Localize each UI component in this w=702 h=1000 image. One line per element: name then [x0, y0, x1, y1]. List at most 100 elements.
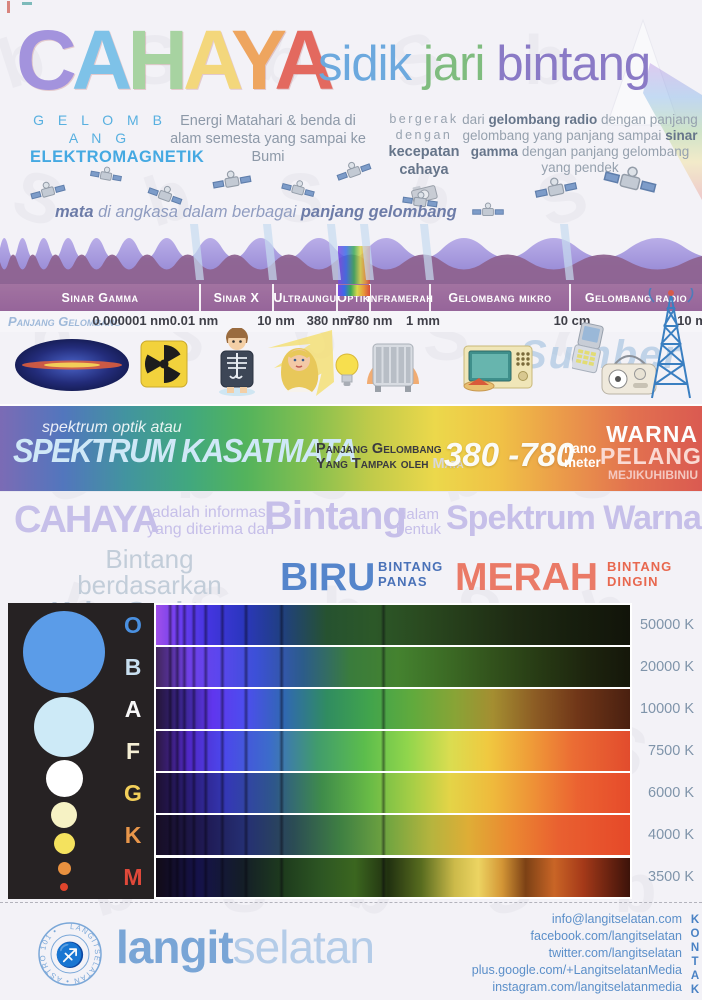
contact-list: info@langitselatan.com facebook.com/langi…	[360, 911, 682, 996]
dingin-line2: DINGIN	[607, 573, 659, 589]
warna-line1: WARNA	[606, 421, 698, 447]
radio-tower-icon	[648, 288, 694, 399]
word-bintang: Bintang	[264, 494, 407, 538]
range-seg: dari	[462, 112, 489, 127]
satellite-icon	[336, 161, 372, 181]
label-biru: BIRU	[280, 556, 376, 599]
em-band-tick	[199, 284, 201, 311]
word-cahaya: CAHAYA	[14, 499, 160, 541]
eyes-bold: panjang gelombang	[300, 203, 457, 221]
title-letter: H	[127, 13, 188, 107]
brand-bold: langit	[116, 921, 234, 973]
spectra-strips	[154, 603, 632, 899]
class-letter-F: F	[125, 738, 141, 764]
satellite-icon	[147, 185, 183, 205]
contact-link[interactable]: facebook.com/langitselatan	[530, 929, 682, 943]
intro-range-text: dari gelombang radio dengan panjang gelo…	[460, 112, 700, 176]
panas-line2: PANAS	[378, 573, 428, 589]
intro-em-line2: ELEKTROMAGNETIK	[30, 148, 205, 166]
em-band-tick	[429, 284, 431, 311]
desc-line2a: Yang Tampak oleh	[316, 455, 433, 472]
connector2-line2: bentuk	[396, 521, 442, 538]
spectrum-strip-F	[156, 731, 630, 771]
contact-link[interactable]: info@langitselatan.com	[551, 912, 682, 926]
em-band-segment-sinar-gamma: Sinar Gamma	[61, 290, 139, 305]
wavelength-row-label: Panjang Gelombang	[8, 314, 121, 329]
class-letter-K: K	[124, 822, 142, 849]
temperature-label-M: 3500 K	[648, 869, 694, 886]
label-bintang-panas: BINTANG PANAS	[378, 559, 443, 590]
class-letter-A: A	[124, 695, 142, 722]
spectrum-strip-K	[156, 815, 630, 855]
satellite-icon	[30, 181, 66, 200]
wave-divider-plane	[190, 224, 204, 280]
temperature-label-G: 6000 K	[648, 784, 694, 801]
em-band-tick	[272, 284, 274, 311]
spectrum-strip-G	[156, 773, 630, 813]
wave-divider-plane	[360, 224, 374, 280]
wavelength-value: 0.000001 nm	[92, 313, 170, 328]
subtitle-word: jari	[423, 37, 485, 91]
wavelength-row	[0, 311, 702, 332]
crop-mark	[7, 1, 10, 13]
title-letter: A	[183, 13, 236, 107]
unit-line2: meter	[564, 455, 601, 471]
brand-light: selatan	[232, 921, 375, 973]
class-letter-B: B	[124, 653, 142, 680]
visible-spectrum-title: SPEKTRUM KASATMATA	[13, 432, 358, 469]
word-connector2: dalam bentuk	[396, 507, 441, 537]
star-circle-G	[53, 832, 75, 854]
class-intro-line1: Bintang berdasarkan	[77, 544, 222, 600]
desc-line2b: Mata	[432, 455, 464, 472]
spectrum-strip-A	[156, 689, 630, 729]
range-gamma-bold: sinar gamma	[470, 127, 698, 159]
wavelength-value: 10 cm	[553, 313, 591, 328]
contact-link[interactable]: plus.google.com/+LangitselatanMedia	[471, 963, 682, 977]
contact-link[interactable]: twitter.com/langitselatan	[548, 946, 682, 960]
visible-spectrum-desc: Panjang Gelombang Yang Tampak oleh Mata	[316, 442, 464, 472]
footer-divider	[0, 902, 702, 903]
satellite-icon	[281, 180, 315, 198]
wavelength-value: 10 nm	[257, 313, 295, 328]
spectrum-strip-O	[156, 605, 630, 645]
title-letter: Y	[230, 13, 279, 107]
intro-energy-text: Energi Matahari & benda di alam semesta …	[170, 113, 366, 166]
contact-link[interactable]: instagram.com/langitselatanmedia	[492, 980, 682, 994]
subtitle-word: sidik	[318, 37, 412, 91]
intro-speed: bergerak dengan kecepatan cahaya	[368, 112, 480, 208]
intro-speed-line2: kecepatan cahaya	[388, 144, 460, 179]
intro-em-line1: G E L O M B A N G	[33, 112, 167, 146]
eyes-in-space-caption: mata di angkasa dalam berbagai panjang g…	[55, 203, 457, 222]
wavelength-value: 780 nm	[347, 313, 393, 328]
em-band-tick	[369, 284, 371, 311]
star-circle-K	[57, 861, 71, 875]
radioactive-icon	[140, 340, 188, 388]
desc-line2: Yang Tampak oleh Mata	[316, 455, 464, 472]
title-letter: A	[71, 13, 133, 107]
wavelength-value: 380 nm	[306, 313, 352, 328]
dingin-line1: BINTANG	[607, 559, 673, 574]
satellites-row	[30, 161, 657, 217]
warna-pelangi-label: WARNA PELANGI	[600, 421, 702, 468]
em-band-segment-inframerah: Inframerah	[366, 290, 434, 305]
kontak-letter: O	[690, 928, 700, 941]
wavelength-value: 10 m	[677, 313, 702, 328]
visible-spectrum-pretitle: spektrum optik atau	[42, 419, 182, 436]
eyes-seg: di angkasa dalam berbagai	[93, 203, 301, 221]
class-letter-G: G	[124, 780, 142, 807]
satellite-icon	[212, 170, 252, 189]
temperature-label-A: 10000 K	[639, 700, 694, 717]
gamma-skymap-icon	[15, 339, 129, 391]
radio-icon	[601, 355, 657, 395]
class-letter-M: M	[123, 864, 143, 891]
title-letter: C	[16, 13, 77, 107]
satellite-icon	[472, 202, 504, 217]
star-circle-F	[51, 802, 77, 828]
kontak-letter: N	[690, 942, 700, 955]
visible-spectrum-band: spektrum optik atau SPEKTRUM KASATMATA P…	[0, 404, 702, 492]
em-band-tick	[336, 284, 338, 311]
heater-icon	[367, 343, 419, 392]
connector1-line2: yang diterima dari	[147, 520, 275, 538]
